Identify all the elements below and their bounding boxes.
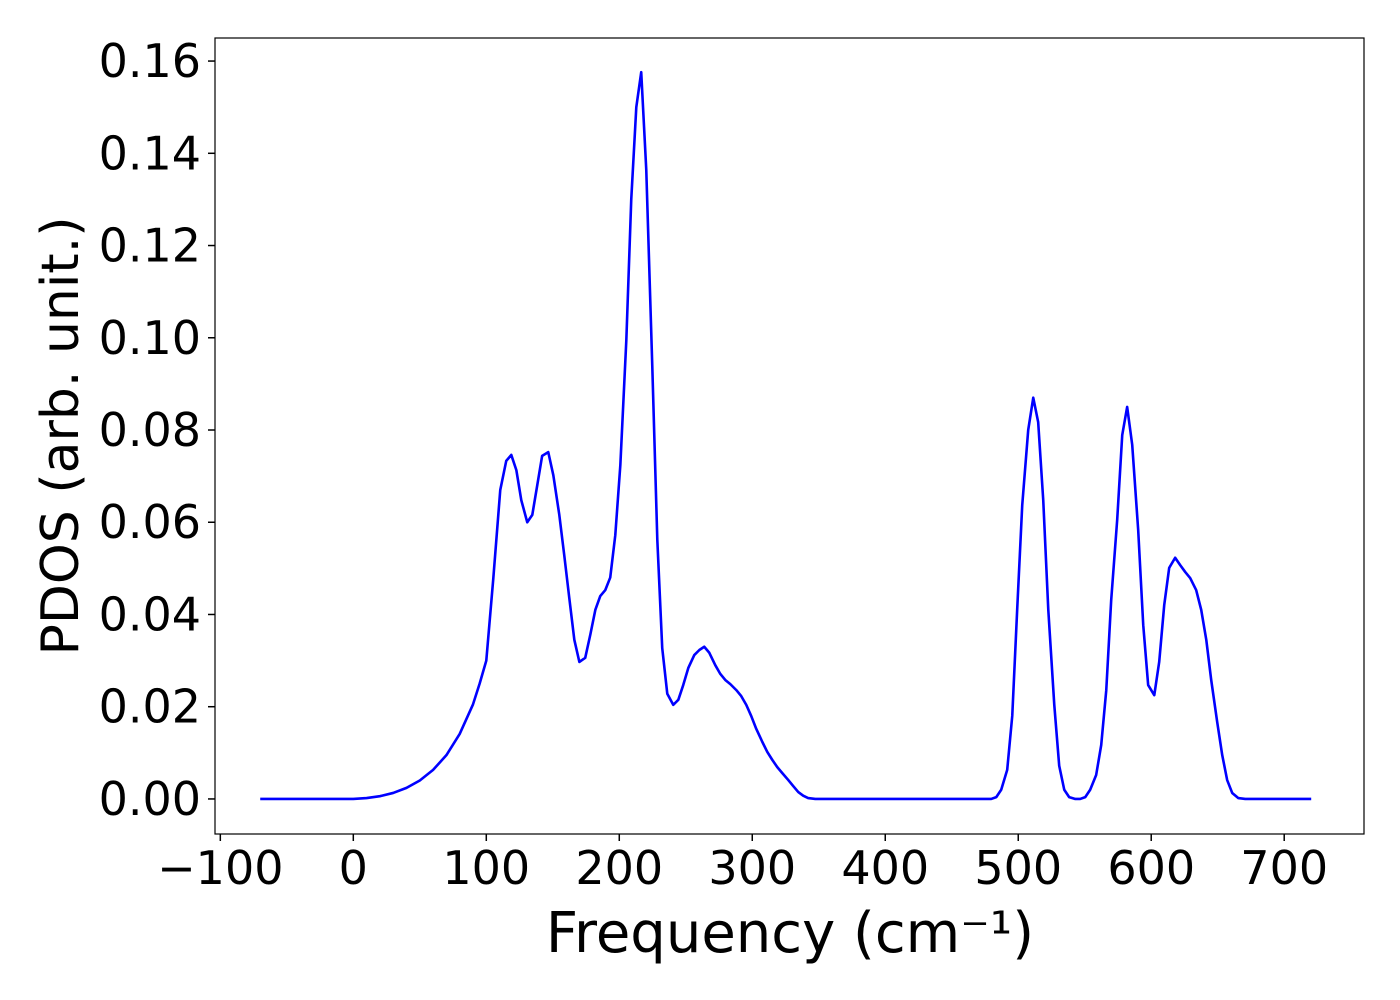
plot-frame (214, 37, 1365, 835)
y-axis-label: PDOS (arb. unit.) (31, 216, 91, 655)
y-tick-label: 0.04 (99, 587, 201, 641)
y-tick-label: 0.16 (99, 34, 201, 88)
x-tick-label: 400 (841, 841, 929, 895)
x-tick-label: −100 (157, 841, 283, 895)
y-tick-label: 0.12 (99, 219, 201, 273)
y-tick-label: 0.02 (99, 680, 201, 734)
line-series (260, 70, 1312, 801)
x-tick-label: 500 (974, 841, 1062, 895)
x-tick-label: 600 (1107, 841, 1195, 895)
y-tick-label: 0.14 (99, 126, 201, 180)
x-tick-label: 0 (339, 841, 368, 895)
y-tick-label: 0.00 (99, 772, 201, 826)
x-tick-label: 100 (442, 841, 530, 895)
x-tick-label: 300 (708, 841, 796, 895)
x-tick-label: 700 (1240, 841, 1328, 895)
x-axis-label: Frequency (cm⁻¹) (546, 901, 1034, 966)
y-tick-label: 0.06 (99, 495, 201, 549)
y-tick-label: 0.08 (99, 403, 201, 457)
x-tick-label: 200 (575, 841, 663, 895)
y-tick-label: 0.10 (99, 311, 201, 365)
